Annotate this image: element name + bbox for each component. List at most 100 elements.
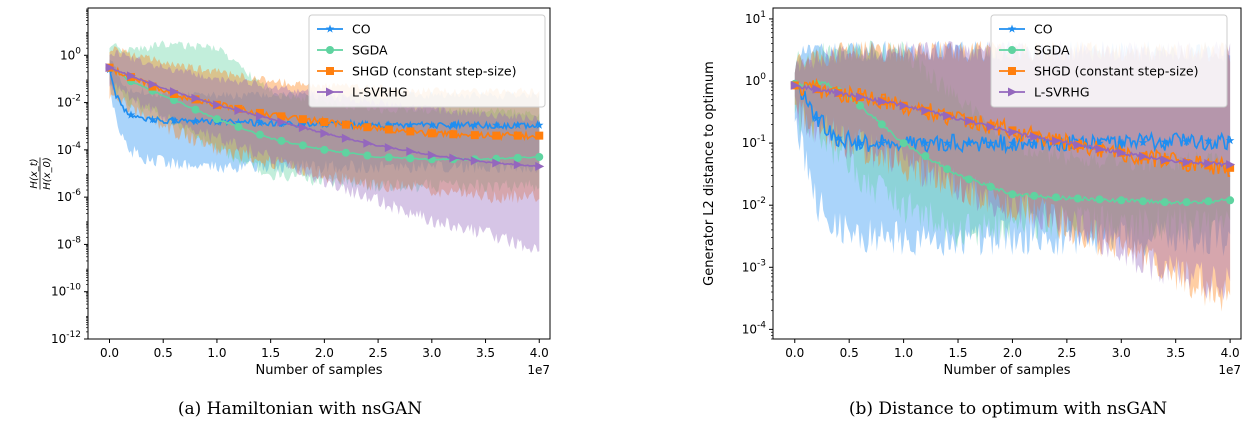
x-tick-label: 2.0 [315,346,334,360]
marker-l-svrhg [320,128,330,138]
marker-sgda [1139,197,1148,206]
marker-l-svrhg [1160,155,1170,165]
legend-marker [326,46,334,54]
marker-co [877,138,887,147]
y-tick-label: 10-2 [57,94,81,110]
y-tick-label: 10-10 [51,283,81,299]
marker-co [126,110,136,119]
marker-l-svrhg [277,117,287,127]
y-label-numerator: H(x_t) [29,158,40,188]
x-offset-label: 1e7 [527,363,550,377]
marker-sgda [234,122,243,131]
marker-l-svrhg [255,111,265,121]
marker-co [406,120,415,129]
y-tick-label: 10-2 [742,196,766,212]
legend-marker [1008,67,1016,75]
x-offset-label: 1e7 [1218,363,1241,377]
marker-l-svrhg [105,63,115,73]
legend-marker [1008,87,1017,97]
marker-shgd [255,108,264,117]
marker-sgda [535,152,544,161]
marker-co [298,119,308,128]
legend-marker [325,24,335,33]
y-tick-label: 10-4 [57,141,82,157]
marker-co [921,138,930,147]
x-tick-label: 0.0 [100,346,119,360]
marker-l-svrhg [298,123,308,133]
y-tick-label: 100 [745,72,766,88]
marker-l-svrhg [943,111,953,121]
marker-l-svrhg [812,84,822,94]
marker-sgda [298,141,307,150]
marker-co [513,120,522,129]
y-tick-label: 10-6 [57,188,82,204]
y-tick-label: 100 [60,46,81,62]
plot-area [105,40,545,254]
y-axis-label: H(x_t) H(x_0) [29,157,53,190]
marker-l-svrhg [234,106,244,116]
x-axis-label: Number of samples [255,363,382,378]
marker-l-svrhg [1139,151,1149,161]
y-tick-label: 10-12 [51,330,81,346]
x-tick-label: 3.0 [422,346,441,360]
marker-shgd [492,131,501,140]
marker-sgda [169,96,178,105]
axes-frame [87,7,551,340]
marker-l-svrhg [470,156,480,166]
x-tick-label: 2.0 [1003,346,1022,360]
legend-label: CO [352,22,371,37]
marker-l-svrhg [790,80,800,90]
marker-sgda [964,175,973,184]
marker-l-svrhg [921,106,931,116]
marker-sgda [1160,198,1169,207]
x-tick-label: 1.5 [948,346,967,360]
marker-l-svrhg [341,133,351,143]
y-tick-label: 101 [745,10,766,26]
marker-shgd [470,131,479,140]
marker-sgda [877,120,886,129]
marker-co [427,120,437,129]
marker-co [1182,137,1191,146]
x-tick-label: 0.5 [840,346,859,360]
marker-sgda [921,152,930,161]
marker-l-svrhg [1182,157,1192,167]
marker-shgd [427,129,436,138]
panel-caption: (a) Hamiltonian with nsGAN [178,399,422,419]
marker-co [1117,138,1126,147]
marker-l-svrhg [964,116,974,126]
x-tick-label: 2.5 [369,346,388,360]
x-tick-label: 3.5 [476,346,495,360]
legend-label: L-SVRHG [352,85,408,100]
legend-label: SHGD (constant step-size) [1034,64,1198,79]
marker-co [855,138,865,147]
marker-l-svrhg [1095,144,1105,154]
legend: CO SGDA SHGD (constant step-size) L-SVRHG [990,14,1228,108]
marker-sgda [1073,194,1082,203]
x-tick-label: 1.0 [894,346,913,360]
marker-sgda [255,130,264,139]
marker-sgda [943,165,952,174]
marker-sgda [856,101,865,110]
legend: CO SGDA SHGD (constant step-size) L-SVRHG [308,14,546,108]
band-sgda [794,40,1231,248]
band-co [109,59,540,174]
x-tick-label: 4.0 [1221,346,1240,360]
marker-co [169,116,179,125]
axes-frame [772,7,1242,340]
marker-sgda [1117,196,1126,205]
marker-co [1204,136,1213,145]
marker-co [535,120,544,129]
marker-co [834,133,843,142]
legend-marker [326,87,335,97]
marker-sgda [406,154,415,163]
marker-sgda [277,136,286,145]
legend-box [990,14,1228,108]
marker-co [470,120,480,129]
marker-shgd [449,130,458,139]
marker-shgd [277,112,286,121]
panel-caption: (b) Distance to optimum with nsGAN [849,399,1167,419]
marker-l-svrhg [406,146,416,156]
marker-sgda [212,115,221,124]
y-axis-label: Generator L2 distance to optimum [702,61,717,286]
marker-co [191,116,200,125]
